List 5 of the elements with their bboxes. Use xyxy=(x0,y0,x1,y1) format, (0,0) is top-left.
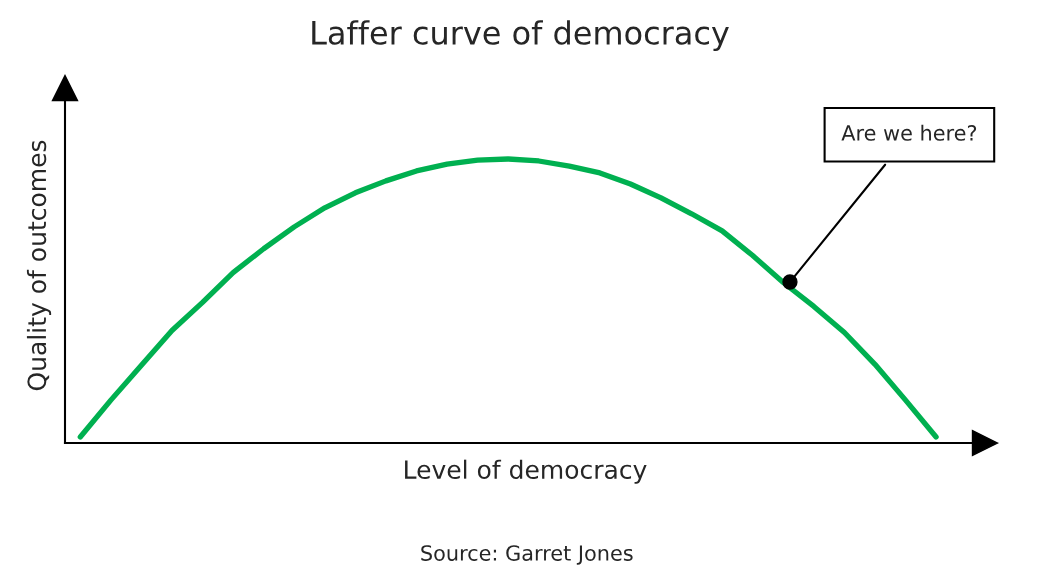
text: Are we here? xyxy=(841,124,977,141)
chart-title: Laffer curve of democracy xyxy=(312,20,729,52)
y-axis-title: Quality of outcomes xyxy=(26,140,52,391)
x-axis-title: Level of democracy xyxy=(405,459,647,484)
source-note: Source: Garret Jones xyxy=(421,545,633,565)
